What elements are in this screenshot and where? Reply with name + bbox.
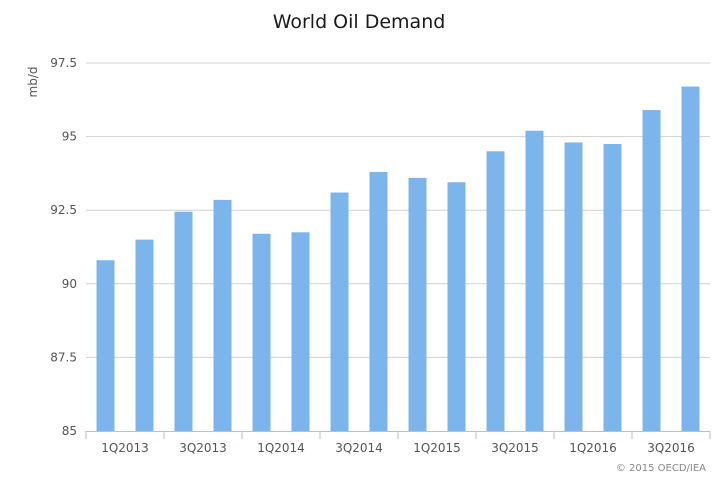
bar-1Q2014[interactable] <box>252 233 271 431</box>
bar-2Q2016[interactable] <box>603 143 622 431</box>
bar-1Q2015[interactable] <box>408 177 427 431</box>
y-axis: 85 87.5 90 92.5 95 97.5 <box>50 56 77 438</box>
bar-1Q2016[interactable] <box>564 142 583 431</box>
y-axis-label: mb/d <box>26 67 40 98</box>
y-tick-label: 87.5 <box>50 350 77 364</box>
x-tick-label: 3Q2013 <box>179 441 227 455</box>
y-tick-label: 90 <box>62 277 77 291</box>
bar-2Q2013[interactable] <box>135 239 154 431</box>
y-tick-label: 92.5 <box>50 203 77 217</box>
bar-4Q2013[interactable] <box>213 199 232 431</box>
x-tick-label: 3Q2016 <box>647 441 695 455</box>
bar-4Q2014[interactable] <box>369 171 388 432</box>
bar-1Q2013[interactable] <box>96 260 115 431</box>
x-axis <box>85 431 711 439</box>
x-tick-label: 1Q2015 <box>413 441 461 455</box>
bar-3Q2014[interactable] <box>330 192 349 431</box>
bar-4Q2016[interactable] <box>681 86 700 431</box>
y-tick-label: 95 <box>62 130 77 144</box>
bar-series <box>96 86 700 432</box>
x-axis-tick-labels: 1Q2013 3Q2013 1Q2014 3Q2014 1Q2015 3Q2015 1Q20… <box>101 441 695 455</box>
bar-2Q2014[interactable] <box>291 232 310 431</box>
bar-3Q2016[interactable] <box>642 110 661 431</box>
bar-2Q2015[interactable] <box>447 182 466 431</box>
x-tick-label: 3Q2014 <box>335 441 383 455</box>
x-tick-label: 3Q2015 <box>491 441 539 455</box>
x-tick-label: 1Q2014 <box>257 441 305 455</box>
y-tick-label: 85 <box>62 424 77 438</box>
y-tick-label: 97.5 <box>50 56 77 70</box>
x-tick-label: 1Q2016 <box>569 441 617 455</box>
x-tick-label: 1Q2013 <box>101 441 149 455</box>
bar-3Q2013[interactable] <box>174 211 193 431</box>
chart-credit: © 2015 OECD/IEA <box>616 463 706 474</box>
bar-3Q2015[interactable] <box>486 151 505 431</box>
bar-4Q2015[interactable] <box>525 130 544 431</box>
chart-title: World Oil Demand <box>273 11 446 33</box>
